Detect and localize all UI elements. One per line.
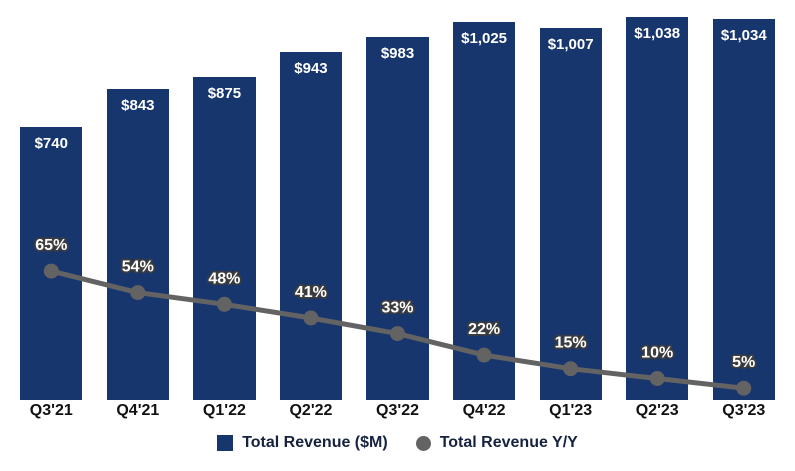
x-axis-label: Q4'22 [462,402,506,419]
yoy-value-label: 22% [468,321,500,338]
revenue-bar: $1,007 [539,28,602,400]
yoy-point-marker [43,263,59,279]
revenue-bar: $1,025 [452,21,516,400]
revenue-bar: $943 [279,52,343,400]
bar-value-label: $1,007 [547,36,594,54]
x-axis-label: Q4'21 [116,402,160,419]
yoy-value-label: 15% [555,335,587,352]
x-axis-label: Q3'21 [29,402,73,419]
x-axis-label: Q2'23 [635,402,679,419]
revenue-bar: $875 [193,77,256,400]
bar-value-label: $1,034 [720,26,767,44]
bar-value-label: $943 [294,60,328,78]
revenue-bar: $1,038 [626,17,689,400]
bar-column: $1,034 [701,0,788,400]
bar-value-label: $875 [207,85,242,103]
yoy-legend-circle-icon [415,435,431,451]
legend-item-yoy: Total Revenue Y/Y [415,434,578,452]
x-axis-labels: Q3'21 Q4'21 Q1'22 Q2'22 Q3'22 Q4'22 Q1'23 Q2'23… [8,402,787,428]
yoy-value-label: 54% [122,259,154,276]
yoy-point-marker [130,285,146,301]
bar-column: $943 [268,0,355,400]
yoy-point-marker [303,310,319,326]
yoy-value-label: 48% [208,270,240,287]
bar-value-label: $843 [121,97,155,114]
bar-column: $740 [8,0,95,400]
legend-item-revenue: Total Revenue ($M) [217,434,388,452]
x-axis-label: Q3'22 [376,402,419,419]
yoy-point-marker [649,371,665,386]
yoy-point-marker [563,361,579,377]
yoy-value-label: 33% [381,300,413,317]
bar-column: $875 [181,0,268,400]
yoy-point-marker [476,347,492,363]
x-axis-label: Q1'22 [202,402,246,419]
legend-label-yoy: Total Revenue Y/Y [439,434,578,451]
bar-column: $1,007 [527,0,614,400]
bar-value-label: $983 [380,45,415,63]
yoy-value-label: 10% [641,345,673,362]
bar-column: $1,038 [614,0,701,400]
legend-label-revenue: Total Revenue ($M) [242,434,388,451]
x-axis-label: Q1'23 [549,402,593,419]
yoy-value-label: 41% [295,284,327,301]
revenue-bar: $843 [106,89,169,400]
legend: Total Revenue ($M) Total Revenue Y/Y [0,434,795,452]
yoy-value-label: 65% [35,237,67,254]
bar-value-label: $1,038 [634,25,681,42]
revenue-bar: $1,034 [712,18,775,400]
yoy-value-label: 5% [732,354,755,371]
bar-column: $1,025 [441,0,528,400]
bar-value-label: $1,025 [461,29,508,47]
bars-area: $740 $843 $875 $943 $983 $1,025 $1,007 $1,038 $1… [8,0,787,400]
bar-value-label: $740 [34,135,68,152]
x-axis-label: Q2'22 [289,402,333,419]
yoy-point-marker [736,380,752,396]
yoy-point-marker [216,296,232,312]
revenue-bar: $740 [20,127,83,400]
yoy-point-marker [390,326,405,342]
x-axis-label: Q3'23 [722,402,766,419]
revenue-legend-square-icon [217,435,234,451]
bar-column: $843 [95,0,182,400]
